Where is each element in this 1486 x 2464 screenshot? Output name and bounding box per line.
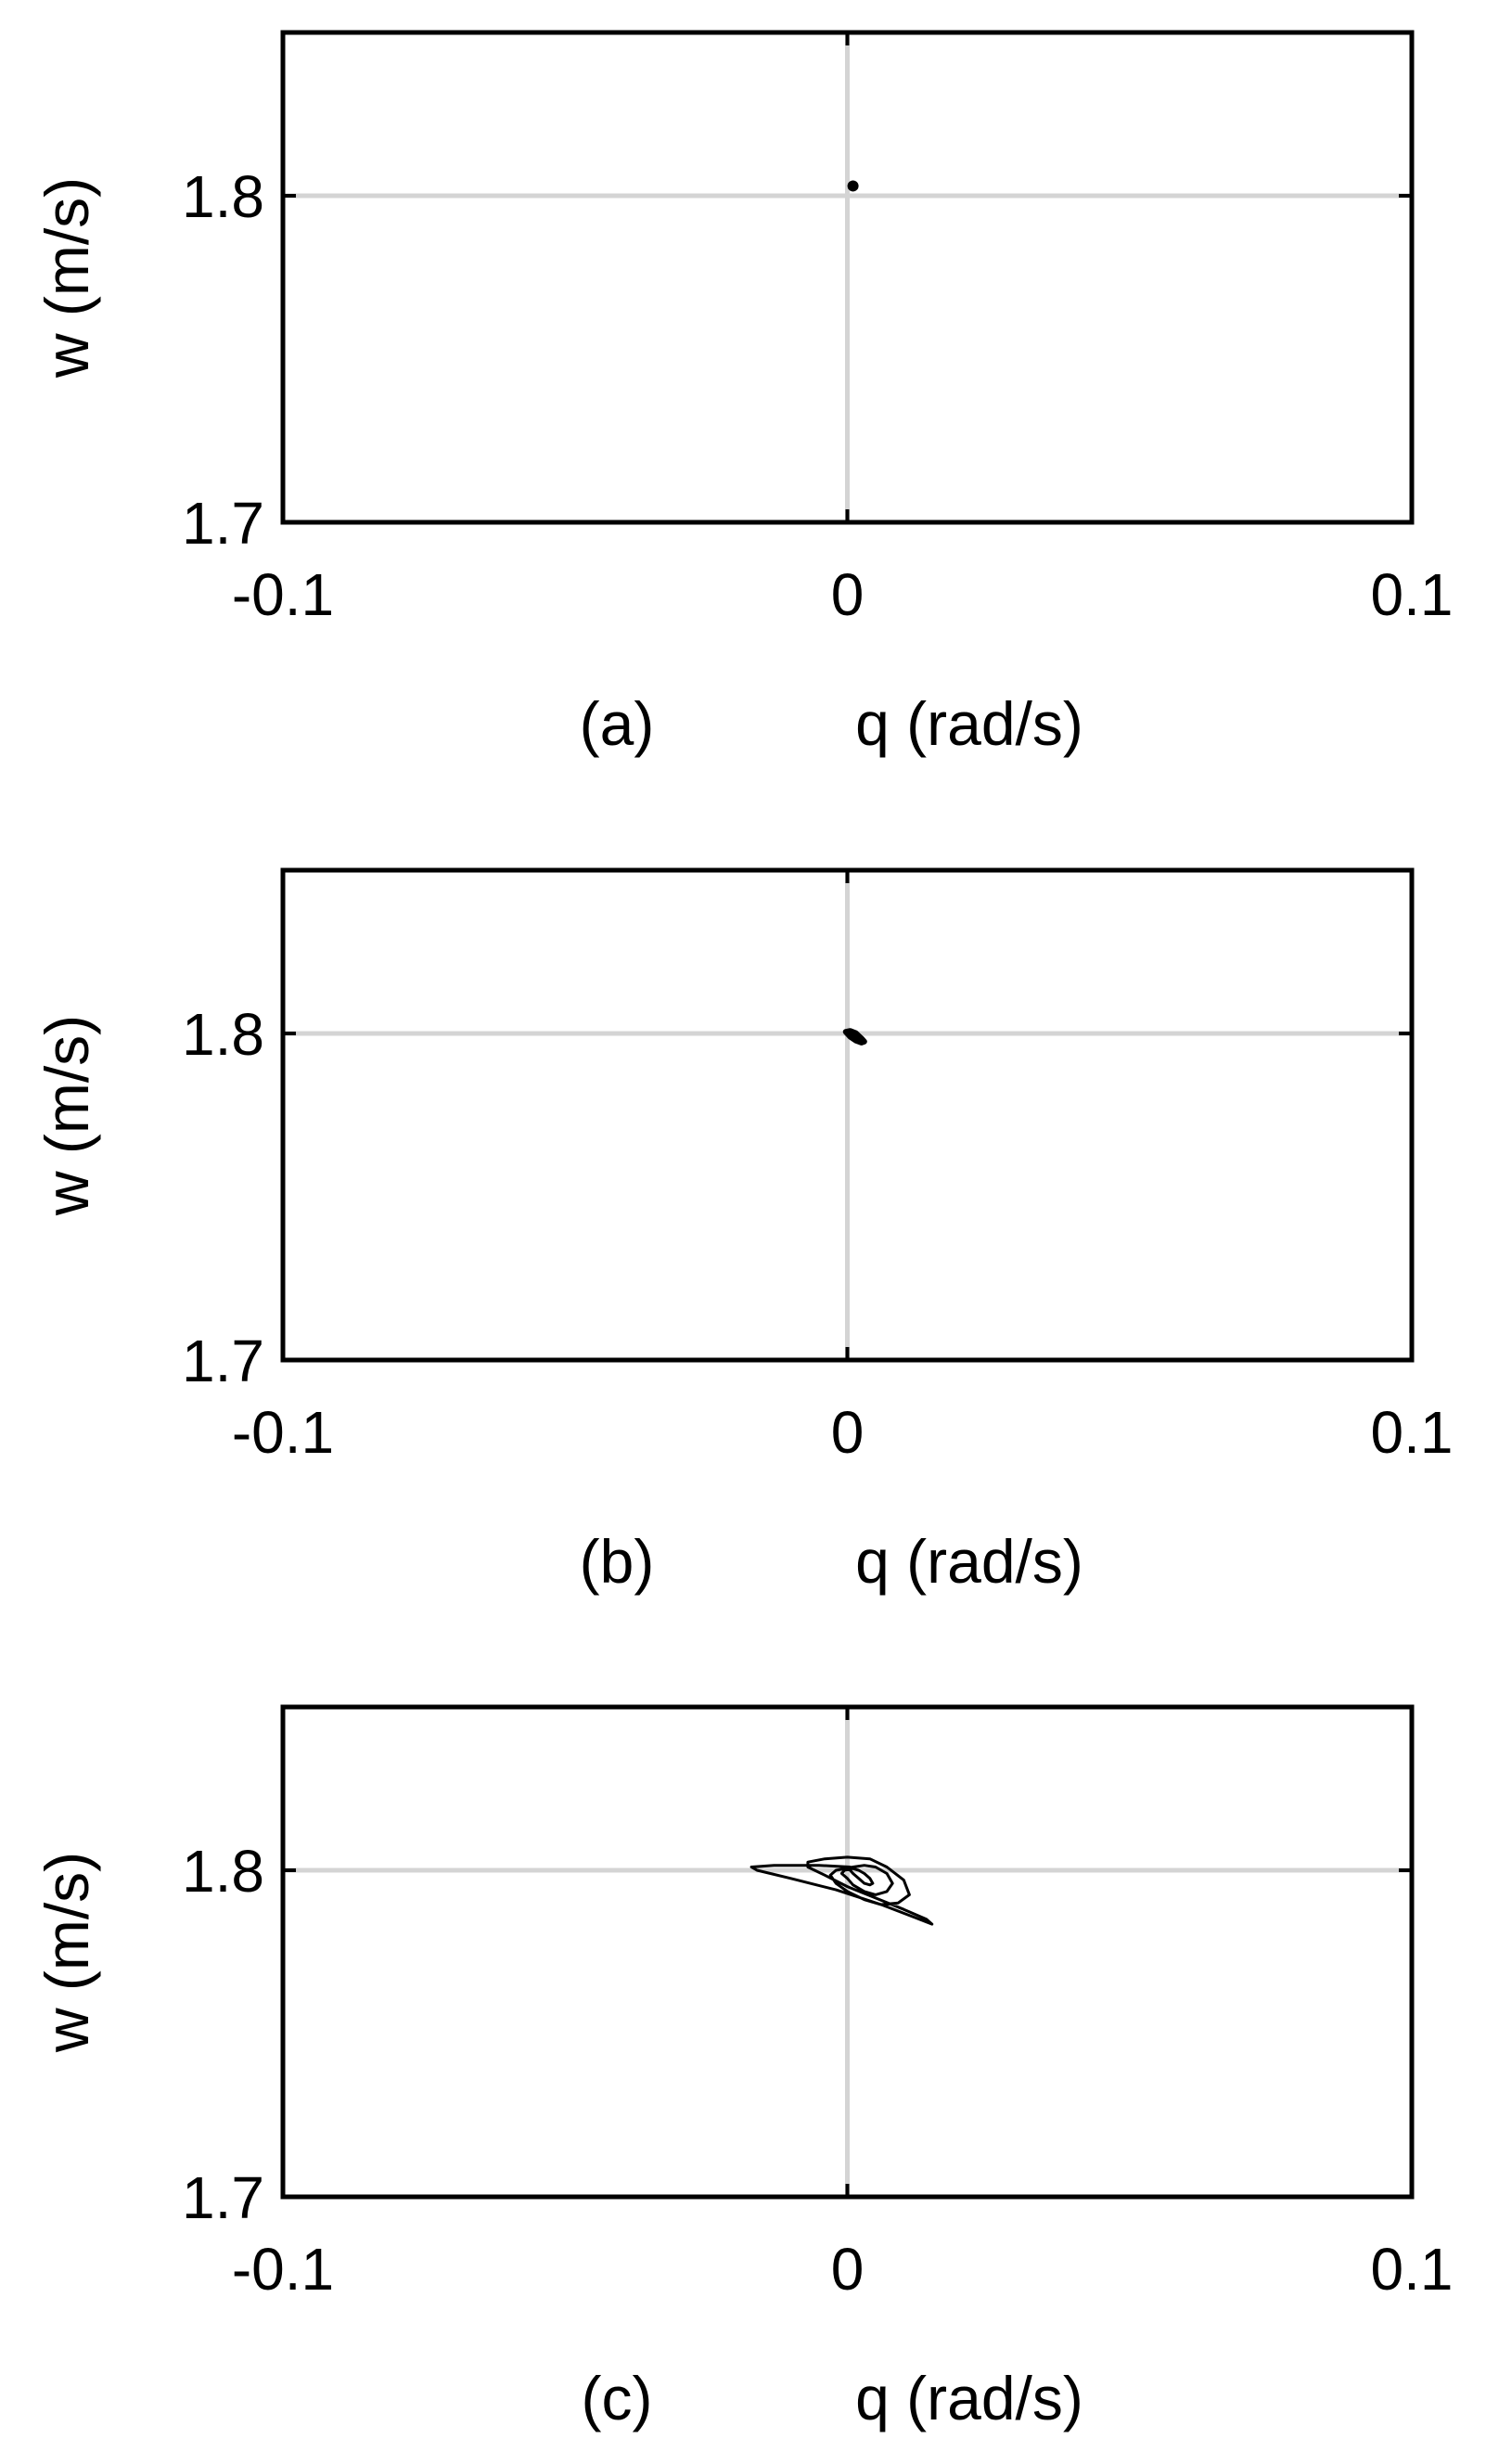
panel-b-y-axis-label: w (m/s) <box>32 1015 101 1216</box>
panel-b: -0.1 0 0.1 1.7 1.8 w (m/s) (b) q (rad/s) <box>32 867 1454 1596</box>
panel-b-xtick-label: 0 <box>831 1399 865 1466</box>
panel-c-xtick-label: -0.1 <box>232 2236 334 2303</box>
panel-b-x-axis-label: q (rad/s) <box>855 1527 1083 1596</box>
panel-c-ytick-label: 1.7 <box>182 2164 264 2231</box>
panel-a-xtick-label: 0.1 <box>1371 561 1454 628</box>
panel-b-ytick-label: 1.7 <box>182 1328 264 1394</box>
panel-c-trajectory <box>749 1855 934 1926</box>
panel-c-x-axis-label: q (rad/s) <box>855 2364 1083 2432</box>
panel-a: -0.1 0 0.1 1.7 1.8 w (m/s) (a) q (rad/s) <box>32 30 1454 758</box>
panel-b-trajectory <box>842 1028 867 1046</box>
panel-b-xtick-label: -0.1 <box>232 1399 334 1466</box>
panel-c-y-axis-label: w (m/s) <box>32 1852 101 2053</box>
panel-b-ytick-label: 1.8 <box>182 1001 264 1068</box>
panel-c-xtick-label: 0 <box>831 2236 865 2303</box>
panel-a-label: (a) <box>580 689 655 758</box>
panel-a-xtick-label: 0 <box>831 561 865 628</box>
panel-c-label: (c) <box>582 2364 653 2432</box>
panel-a-ytick-label: 1.7 <box>182 490 264 557</box>
panel-a-y-axis-label: w (m/s) <box>32 177 101 379</box>
panel-a-x-axis-label: q (rad/s) <box>855 689 1083 758</box>
panel-c-ytick-label: 1.8 <box>182 1838 264 1905</box>
panel-c-xtick-label: 0.1 <box>1371 2236 1454 2303</box>
panel-a-ytick-label: 1.8 <box>182 163 264 230</box>
panel-a-data-point <box>847 180 859 192</box>
panel-c: -0.1 0 0.1 1.7 1.8 w (m/s) (c) q (rad/s) <box>32 1704 1454 2432</box>
panel-a-xtick-label: -0.1 <box>232 561 334 628</box>
panel-b-label: (b) <box>580 1527 655 1596</box>
panel-b-xtick-label: 0.1 <box>1371 1399 1454 1466</box>
